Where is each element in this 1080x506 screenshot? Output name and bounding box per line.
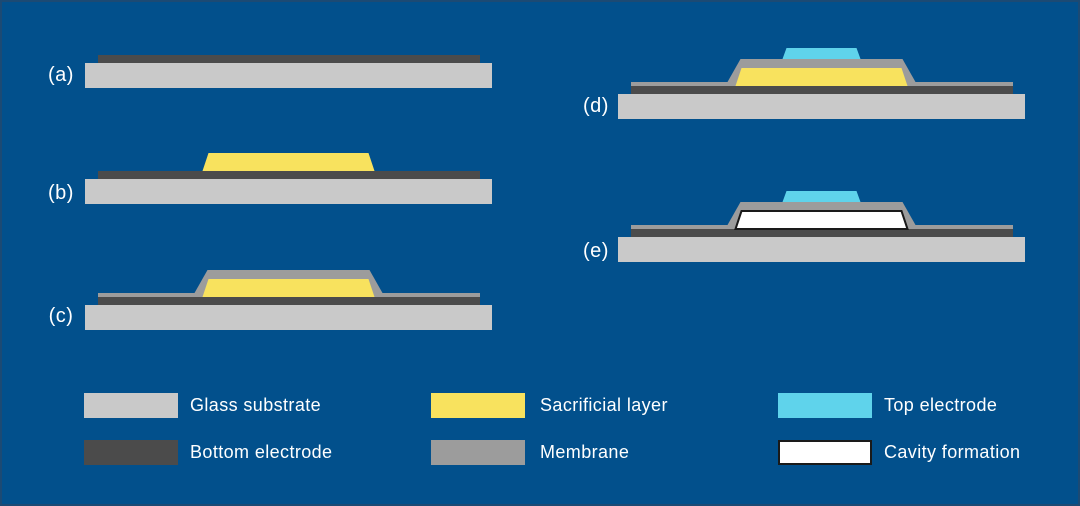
stage-a-cross-section — [85, 55, 492, 88]
swatch-rect — [431, 393, 525, 418]
legend-label: Bottom electrode — [190, 442, 333, 462]
stage-d-diagram — [618, 48, 1025, 119]
stage-c-cross-section — [85, 270, 492, 330]
glass-substrate-layer — [85, 305, 492, 330]
top-electrode-layer — [782, 191, 861, 202]
legend-label: Top electrode — [884, 395, 998, 415]
top-electrode-swatch — [778, 393, 872, 418]
cavity-formation-swatch — [778, 440, 872, 465]
legend-label: Cavity formation — [884, 442, 1021, 462]
legend-label: Sacrificial layer — [540, 395, 668, 415]
stage-b-label: (b) — [48, 182, 74, 204]
swatch-rect — [778, 393, 872, 418]
stage-d-label: (d) — [583, 95, 609, 117]
sacrificial-layer — [202, 279, 375, 297]
stage-b-diagram — [85, 133, 492, 204]
bottom-electrode-layer — [631, 86, 1013, 94]
bottom-electrode-layer — [98, 297, 480, 305]
top-electrode-layer — [782, 48, 861, 59]
bottom-electrode-layer — [631, 229, 1013, 237]
stage-c-diagram — [85, 259, 492, 330]
glass-substrate-swatch — [84, 393, 178, 418]
stage-a-diagram — [85, 17, 492, 88]
glass-substrate-layer — [85, 179, 492, 204]
stage-c-label: (c) — [48, 305, 74, 327]
legend-label: Membrane — [540, 442, 630, 462]
stage-b-cross-section — [85, 153, 492, 204]
cavity-layer — [734, 210, 909, 230]
stage-e-label: (e) — [583, 240, 609, 262]
legend-label: Glass substrate — [190, 395, 322, 415]
stage-e-diagram — [618, 191, 1025, 262]
swatch-rect — [84, 440, 178, 465]
swatch-rect — [778, 440, 872, 465]
sacrificial-layer — [202, 153, 375, 171]
stage-a-label: (a) — [48, 64, 74, 86]
bottom-electrode-layer — [98, 171, 480, 179]
swatch-rect — [431, 440, 525, 465]
swatch-rect — [84, 393, 178, 418]
sacrificial-layer — [735, 68, 908, 86]
glass-substrate-layer — [85, 63, 492, 88]
bottom-electrode-swatch — [84, 440, 178, 465]
glass-substrate-layer — [618, 237, 1025, 262]
glass-substrate-layer — [618, 94, 1025, 119]
sacrificial-layer-swatch — [431, 393, 525, 418]
membrane-swatch — [431, 440, 525, 465]
bottom-electrode-layer — [98, 55, 480, 63]
stage-d-cross-section — [618, 48, 1025, 119]
stage-e-cross-section — [618, 191, 1025, 262]
